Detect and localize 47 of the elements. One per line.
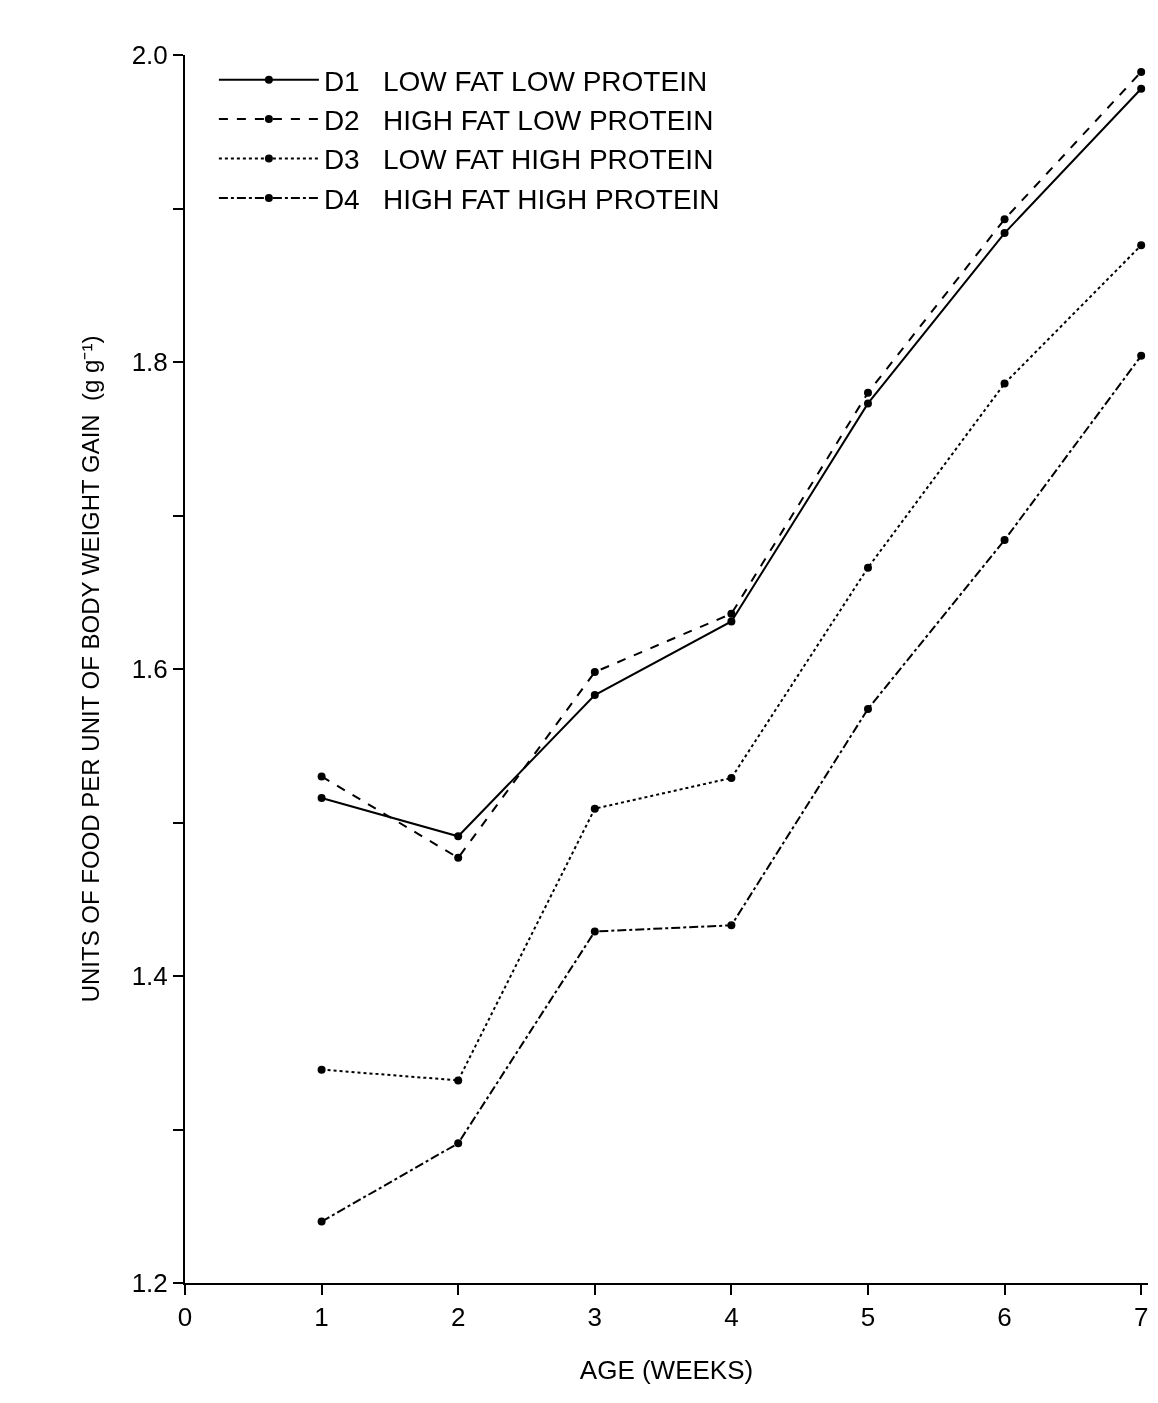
x-tick-label: 3 [587, 1302, 603, 1333]
x-tick-label: 2 [450, 1302, 466, 1333]
point [1137, 241, 1146, 250]
legend-label: D1 LOW FAT LOW PROTEIN [323, 65, 708, 97]
legend-label: D2 HIGH FAT LOW PROTEIN [323, 105, 714, 137]
point [454, 1139, 463, 1148]
x-tick-label: 4 [724, 1302, 739, 1333]
point [863, 399, 872, 408]
point [1000, 229, 1009, 238]
point [317, 793, 326, 802]
y-tick-label: 1.4 [131, 961, 168, 992]
point [863, 704, 872, 713]
x-tick-label: 1 [314, 1302, 329, 1333]
point [317, 1217, 326, 1226]
point [590, 804, 599, 813]
x-tick-label: 6 [997, 1302, 1012, 1333]
point [590, 927, 599, 936]
point [727, 609, 736, 618]
x-tick-label: 5 [860, 1302, 876, 1333]
point [1137, 67, 1146, 76]
point [1137, 351, 1146, 360]
point [727, 773, 736, 782]
y-tick-label: 1.6 [131, 654, 168, 685]
y-axis-title: UNITS OF FOOD PER UNIT OF BODY WEIGHT GAIN (g g⁻¹) [77, 335, 105, 1003]
point [863, 388, 872, 397]
legend-label: D3 LOW FAT HIGH PROTEIN [323, 144, 714, 176]
y-tick-label: 1.8 [131, 347, 168, 378]
point [454, 832, 463, 841]
y-tick-label: 1.2 [131, 1268, 168, 1299]
point [1137, 84, 1146, 93]
point [454, 1076, 463, 1085]
point [863, 563, 872, 572]
x-tick-label: 0 [177, 1302, 193, 1333]
point [317, 1065, 326, 1074]
point [590, 668, 599, 677]
point [1000, 536, 1009, 545]
point [727, 921, 736, 930]
y-tick-label: 2.0 [131, 40, 168, 71]
point [590, 691, 599, 700]
point [1000, 379, 1009, 388]
x-axis-title: AGE (WEEKS) [579, 1355, 754, 1386]
x-tick-label: 7 [1133, 1302, 1149, 1333]
point [317, 772, 326, 781]
point [727, 617, 736, 626]
point [454, 853, 463, 862]
point [1000, 215, 1009, 224]
legend-label: D4 HIGH FAT HIGH PROTEIN [323, 183, 720, 215]
